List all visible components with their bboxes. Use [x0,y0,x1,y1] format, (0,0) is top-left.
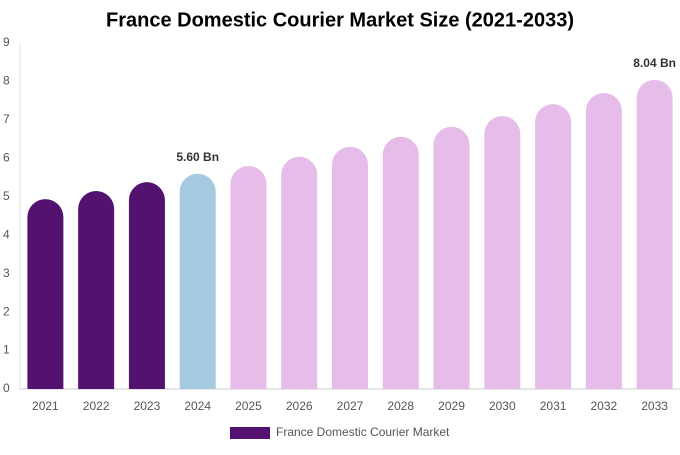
bar [382,136,419,389]
x-tick-label: 2024 [184,399,211,413]
x-tick-label: 2026 [286,399,313,413]
y-tick-label: 5 [3,189,10,203]
bar [433,126,470,389]
y-tick-label: 1 [3,343,10,357]
x-tick-label: 2030 [489,399,516,413]
x-tick-label: 2032 [590,399,617,413]
x-tick-label: 2021 [32,399,59,413]
bar [78,191,115,389]
bar [636,79,673,389]
bar [230,166,267,389]
bar [179,173,216,389]
y-tick-label: 8 [3,74,10,88]
value-label: 5.60 Bn [176,150,219,164]
y-tick-label: 7 [3,112,10,126]
x-tick-label: 2031 [540,399,567,413]
x-tick-label: 2027 [337,399,364,413]
bar [535,104,572,390]
y-tick-label: 0 [3,381,10,395]
bar [585,92,622,389]
x-tick-label: 2029 [438,399,465,413]
y-tick-label: 4 [3,227,10,241]
bar [128,182,165,389]
bar [27,199,64,389]
chart-title: France Domestic Courier Market Size (202… [106,9,574,31]
y-tick-label: 9 [3,35,10,49]
x-tick-label: 2028 [387,399,414,413]
bar [281,156,318,389]
y-tick-label: 6 [3,151,10,165]
x-tick-label: 2022 [83,399,110,413]
y-tick-label: 2 [3,304,10,318]
x-tick-label: 2023 [134,399,161,413]
bar [332,146,368,389]
legend-label: France Domestic Courier Market [276,425,450,439]
y-tick-label: 3 [3,266,10,280]
legend-swatch [230,427,270,439]
x-tick-label: 2033 [641,399,668,413]
bar [484,116,521,390]
x-tick-label: 2025 [235,399,262,413]
value-label: 8.04 Bn [633,56,676,70]
